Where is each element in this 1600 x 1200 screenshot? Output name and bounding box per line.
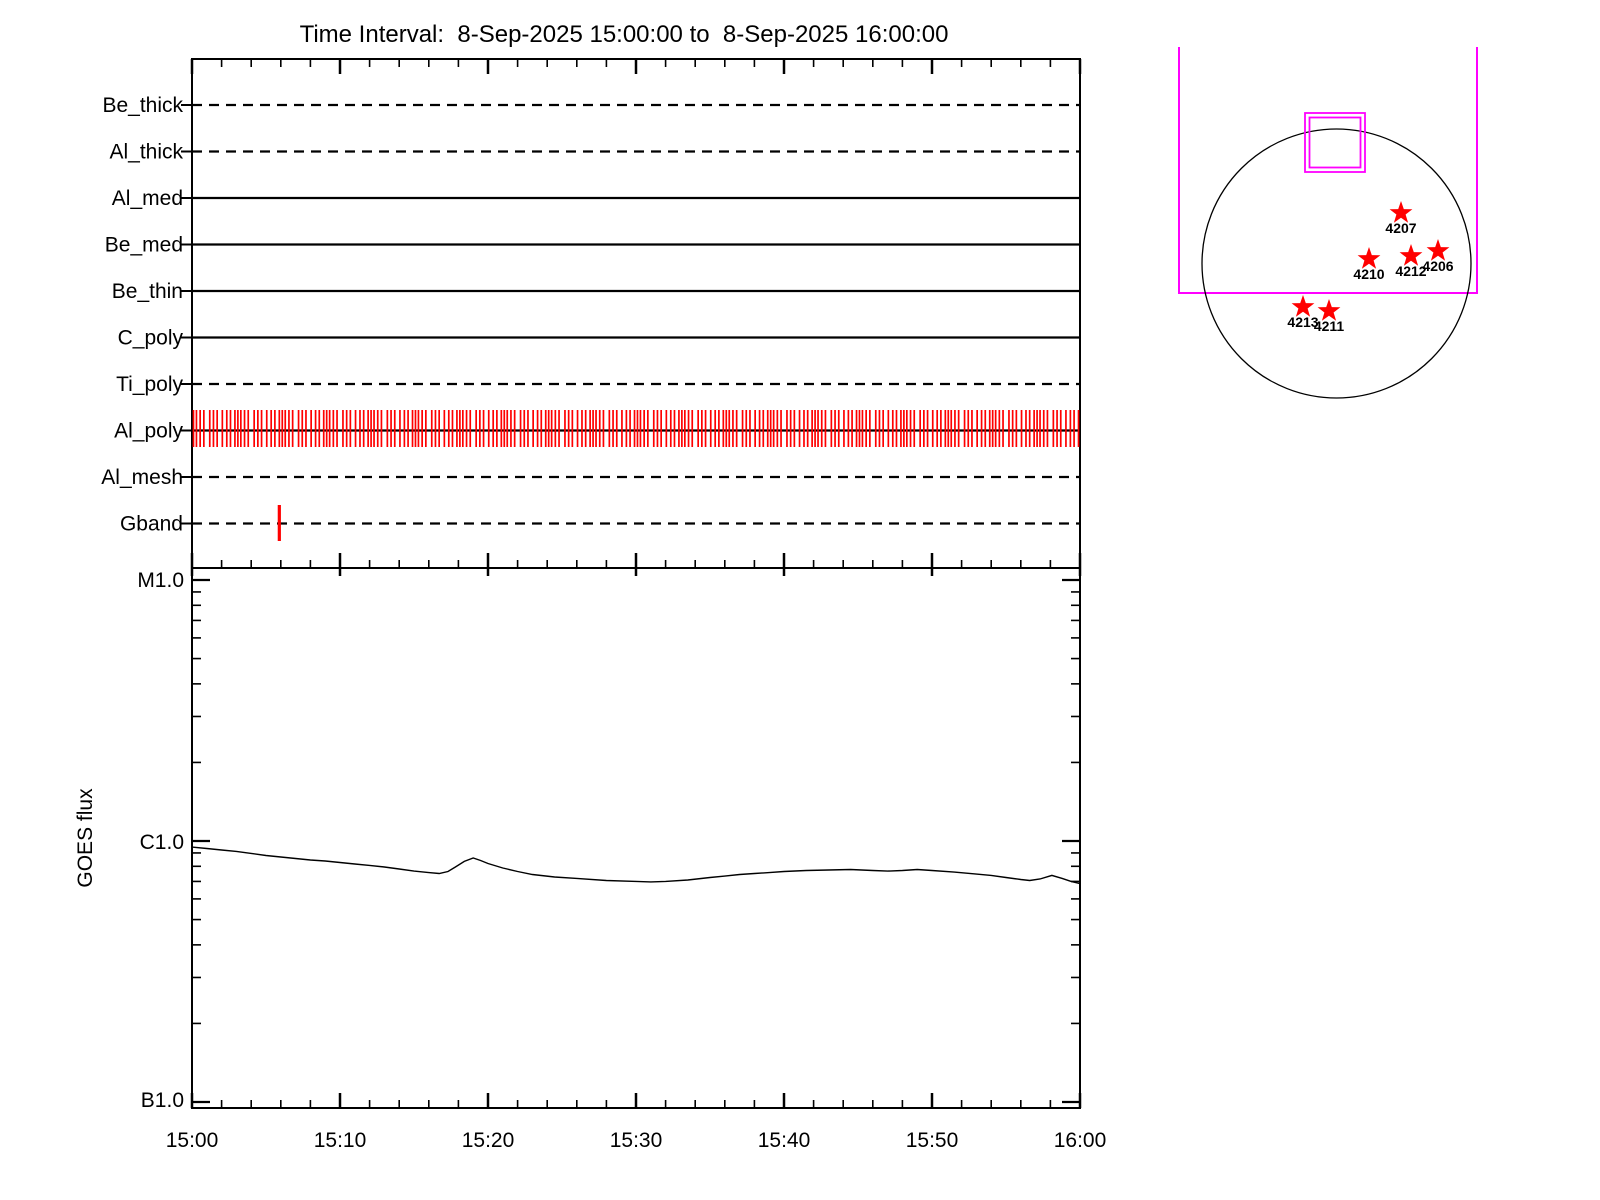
pointing-box-inner bbox=[1308, 116, 1362, 169]
xtick-1530: 15:30 bbox=[610, 1129, 663, 1152]
xtick-1600: 16:00 bbox=[1054, 1129, 1107, 1152]
xtick-1510: 15:10 bbox=[314, 1129, 367, 1152]
active-region-label: 4213 bbox=[1287, 314, 1318, 330]
filter-timeline-lines bbox=[181, 103, 1080, 525]
active-region-star bbox=[1389, 201, 1413, 223]
active-region-star bbox=[1317, 299, 1341, 321]
filter-label-be-med: Be_med bbox=[105, 234, 183, 257]
pointing-box-outer bbox=[1304, 112, 1366, 173]
goes-flux-line bbox=[191, 846, 1081, 885]
goes-ytick-b1: B1.0 bbox=[141, 1089, 184, 1112]
filter-label-be-thick: Be_thick bbox=[102, 94, 183, 117]
xtick-1550: 15:50 bbox=[906, 1129, 959, 1152]
filter-label-ti-poly: Ti_poly bbox=[116, 373, 183, 396]
goes-ytick-c1: C1.0 bbox=[140, 831, 184, 854]
active-region-label: 4211 bbox=[1314, 318, 1345, 334]
active-region-star bbox=[1357, 247, 1381, 269]
page-title: Time Interval: 8-Sep-2025 15:00:00 to 8-… bbox=[300, 21, 949, 48]
filter-label-al-mesh: Al_mesh bbox=[101, 466, 183, 489]
time-axis-ticks bbox=[190, 59, 1082, 1108]
active-region-star bbox=[1399, 244, 1423, 266]
goes-ytick-m1: M1.0 bbox=[137, 569, 184, 592]
active-region-label: 4207 bbox=[1385, 220, 1416, 236]
active-region-star bbox=[1291, 295, 1315, 317]
active-region-label: 4210 bbox=[1353, 266, 1384, 282]
goes-flux-curve bbox=[191, 846, 1081, 885]
goes-flux-panel-frame bbox=[191, 567, 1081, 1109]
filter-label-gband: Gband bbox=[120, 513, 183, 536]
active-region-star bbox=[1426, 239, 1450, 261]
filter-label-al-poly: Al_poly bbox=[114, 420, 183, 443]
filter-label-be-thin: Be_thin bbox=[112, 280, 183, 303]
filter-label-al-med: Al_med bbox=[112, 187, 183, 210]
filter-timeline-panel-frame bbox=[191, 58, 1081, 569]
active-region-label: 4206 bbox=[1422, 258, 1453, 274]
xtick-1500: 15:00 bbox=[166, 1129, 219, 1152]
filter-label-c-poly: C_poly bbox=[118, 327, 184, 350]
active-region-label: 4212 bbox=[1395, 263, 1426, 279]
xtick-1540: 15:40 bbox=[758, 1129, 811, 1152]
solar-limb-circle bbox=[1201, 128, 1472, 399]
goes-log-axis-ticks bbox=[192, 578, 1080, 1104]
exposure-tick-marks bbox=[192, 410, 1080, 541]
goes-flux-axis-title: GOES flux bbox=[74, 788, 97, 888]
xtick-1520: 15:20 bbox=[462, 1129, 515, 1152]
fov-bracket bbox=[1178, 47, 1478, 294]
filter-label-al-thick: Al_thick bbox=[109, 141, 183, 164]
